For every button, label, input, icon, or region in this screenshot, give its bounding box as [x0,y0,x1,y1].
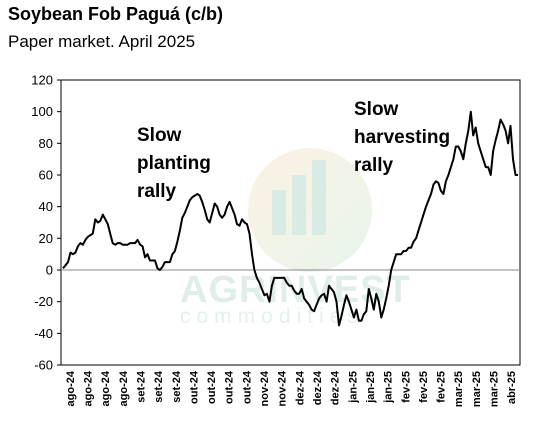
series-line [62,110,518,327]
watermark-bar [312,160,326,235]
annotations: Slow planting rally Slow harvesting rally [137,99,450,202]
annotation-line: planting [137,153,211,174]
x-tick-label: out-24 [206,370,218,404]
x-tick-label: nov-24 [277,370,289,406]
x-tick-label: out-24 [188,370,200,404]
y-tick-label: -40 [34,326,53,341]
y-tick-label: 60 [39,168,53,183]
x-tick-label: abr-25 [506,371,518,404]
x-tick-label: dez-24 [330,370,342,405]
watermark-bar [292,175,306,235]
x-tick-label: dez-24 [294,370,306,405]
annotation-line: harvesting [354,127,450,148]
y-tick-label: 120 [31,73,53,88]
x-tick-label: fev-25 [400,371,412,403]
x-tick-label: out-24 [241,370,253,404]
x-tick-label: fev-25 [436,371,448,403]
chart-subtitle: Paper market. April 2025 [8,32,196,51]
x-tick-label: ago-24 [65,370,77,406]
x-tick-label: dez-24 [312,370,324,405]
watermark-circle [248,148,372,272]
y-tick-label: 20 [39,231,53,246]
x-axis: ago-24 ago-24 ago-24 ago-24 set-24 set-24 set-… [65,370,518,407]
x-tick-label: set-24 [171,370,183,403]
y-tick-label: 80 [39,136,53,151]
y-tick-label: -20 [34,294,53,309]
x-tick-label: ago-24 [82,370,94,406]
x-tick-label: set-24 [135,370,147,403]
x-tick-label: jan-25 [383,371,395,404]
x-tick-label: nov-24 [259,370,271,406]
plot-area [60,79,521,366]
x-tick-label: ago-24 [118,370,130,406]
annotation-line: Slow [354,99,399,120]
x-tick-label: ago-24 [100,370,112,406]
x-tick-label: jan-25 [347,371,359,404]
annotation-line: Slow [137,125,182,146]
x-tick-label: mar-25 [471,371,483,407]
y-tick-label: 40 [39,199,53,214]
y-tick-label: 0 [46,263,53,278]
watermark-bar [272,190,286,235]
x-tick-label: fev-25 [418,371,430,403]
x-tick-label: set-24 [153,370,165,403]
x-tick-label: jan-25 [365,371,377,404]
annotation-line: rally [354,155,394,176]
y-tick-label: 100 [31,104,53,119]
x-tick-label: mar-25 [489,371,501,407]
y-axis: 120 100 80 60 40 20 0 -20 -40 -60 [31,73,61,373]
x-tick-label: out-24 [224,370,236,404]
x-tick-label: mar-25 [453,371,465,407]
y-tick-label: -60 [34,358,53,373]
annotation-line: rally [137,181,177,202]
chart-title: Soybean Fob Paguá (c/b) [8,4,224,24]
